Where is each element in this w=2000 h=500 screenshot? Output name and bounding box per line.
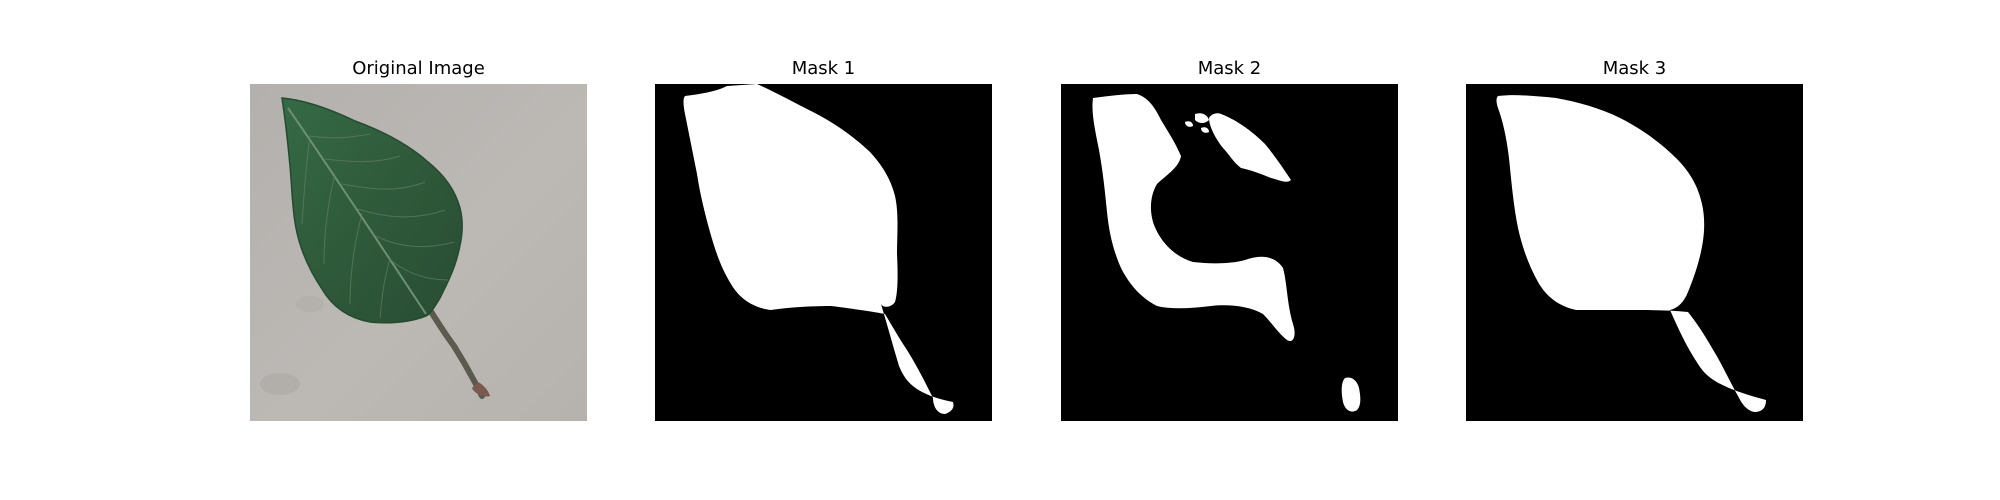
- panel-mask-3: Mask 3: [1466, 0, 1803, 500]
- mask-noise: [1201, 127, 1209, 133]
- panel-title: Mask 1: [791, 58, 856, 79]
- panel-title: Mask 3: [1602, 58, 1667, 79]
- mask-foreground: [1496, 95, 1766, 412]
- mask-foreground-stem-fragment: [1341, 377, 1361, 412]
- mask-foreground: [683, 84, 954, 414]
- panel-mask-2: Mask 2: [1061, 0, 1398, 500]
- mask-noise: [1195, 113, 1209, 123]
- leaf-stem: [427, 307, 485, 399]
- mask-foreground-upper-fragment: [1209, 113, 1291, 182]
- panel-mask-1: Mask 1: [655, 0, 992, 500]
- original-image: [250, 84, 587, 421]
- mask-foreground-main: [1092, 94, 1295, 342]
- mask-3-image: [1466, 84, 1803, 421]
- leaf-veins: [301, 133, 455, 319]
- leaf-blade: [281, 97, 463, 324]
- panel-title: Mask 2: [1197, 58, 1262, 79]
- panel-title: Original Image: [352, 58, 485, 79]
- stem-tip: [472, 382, 490, 397]
- mask-2-image: [1061, 84, 1398, 421]
- surface-smudge: [260, 373, 300, 395]
- mask-noise: [1185, 121, 1193, 127]
- surface-smudge: [296, 296, 324, 312]
- leaf-midrib: [287, 107, 427, 315]
- mask-1-image: [655, 84, 992, 421]
- panel-original-image: Original Image: [250, 0, 587, 500]
